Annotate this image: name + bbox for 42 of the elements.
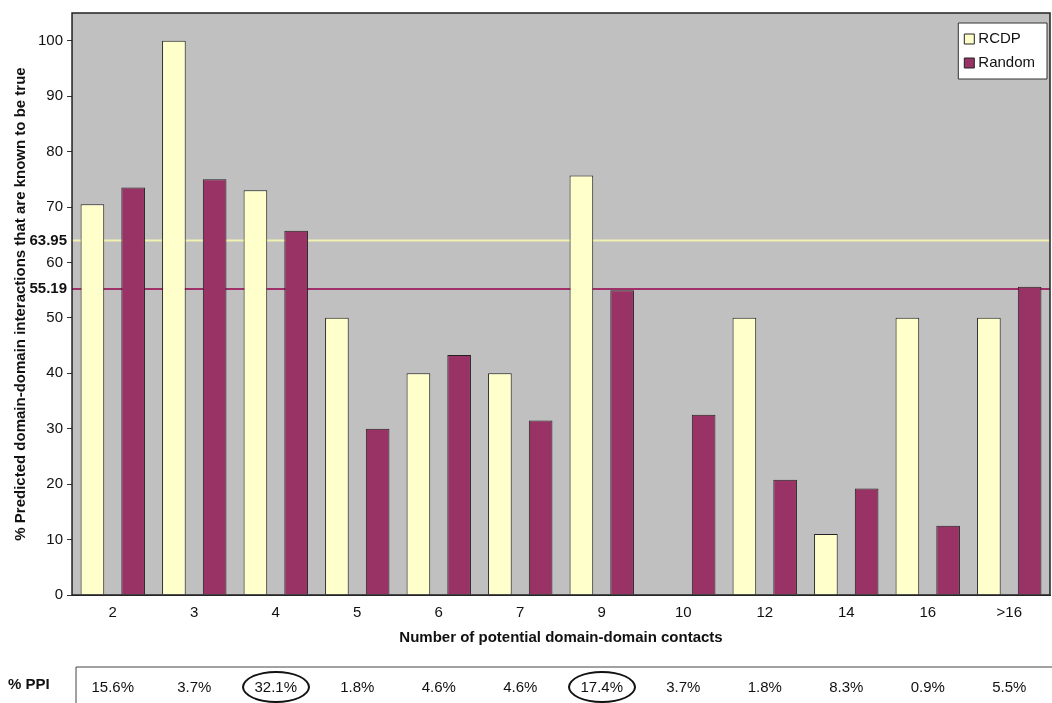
y-tick-label: 90 [46, 86, 64, 104]
x-tick-label: 12 [756, 603, 774, 621]
x-axis-title: Number of potential domain-domain contacts [399, 628, 723, 646]
y-tick-label: 40 [46, 363, 64, 381]
text: % PPI [8, 675, 50, 693]
y-tick-label: 10 [46, 529, 64, 547]
text: 5.5% [992, 678, 1027, 696]
x-tick-label: 2 [108, 603, 117, 621]
y-tick-label: 20 [46, 474, 64, 492]
text: 8.3% [829, 678, 864, 696]
text: 32.1% [254, 678, 298, 696]
y-axis-title: % Predicted domain-domain interactions that are known to be true [11, 67, 29, 541]
text: 3.7% [177, 678, 212, 696]
x-tick-label: 9 [597, 603, 606, 621]
x-tick-label: 3 [190, 603, 199, 621]
text: 15.6% [91, 678, 135, 696]
x-tick-label: 6 [434, 603, 443, 621]
x-tick-label: 14 [837, 603, 855, 621]
y-tick-label: 30 [46, 418, 64, 436]
text: 1.8% [747, 678, 782, 696]
x-tick-label: 16 [919, 603, 937, 621]
text: 3.7% [666, 678, 701, 696]
y-tick-label: 50 [46, 308, 64, 325]
x-tick-label: 5 [353, 603, 362, 621]
ref-line-label: 55.19 [29, 279, 68, 297]
y-tick-label: 60 [46, 252, 64, 270]
text: 1.8% [340, 678, 375, 696]
text: 17.4% [580, 678, 624, 696]
text: 0.9% [910, 678, 945, 696]
x-tick-label: 7 [516, 603, 525, 621]
x-tick-label: 10 [674, 603, 692, 621]
y-tick-label: 0 [54, 585, 64, 603]
text: 4.6% [503, 678, 538, 696]
ref-line-label: 63.95 [29, 230, 68, 248]
text: 4.6% [421, 678, 456, 696]
y-tick-label: 70 [46, 197, 64, 215]
legend-label: Random [978, 53, 1036, 71]
x-tick-label: >16 [996, 603, 1022, 621]
x-tick-label: 4 [271, 603, 280, 621]
legend-label: RCDP [978, 29, 1021, 47]
y-tick-label: 80 [46, 141, 64, 159]
y-tick-label: 100 [38, 30, 64, 48]
